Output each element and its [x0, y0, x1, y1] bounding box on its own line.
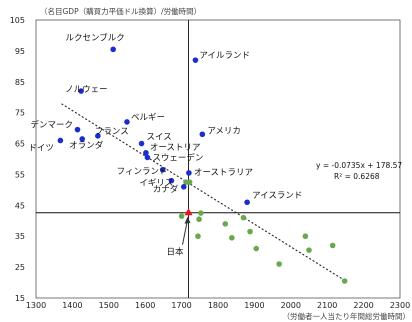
country-point: [186, 170, 192, 176]
other-country-point: [329, 242, 336, 249]
x-tick-label: 1600: [135, 301, 155, 310]
x-tick-label: 1800: [208, 301, 228, 310]
japan-marker: 日本: [167, 208, 193, 258]
country-label: カナダ: [153, 184, 179, 195]
country-point: [244, 199, 250, 206]
country-point: [95, 133, 101, 139]
other-country-point: [302, 233, 309, 240]
country-point: [192, 57, 199, 63]
country-label: アメリカ: [207, 126, 241, 136]
country-point: [168, 177, 175, 184]
country-label: ベルギー: [131, 113, 165, 123]
x-tick-label: 2100: [317, 301, 337, 310]
country-point: [57, 137, 64, 144]
japan-arrow-line: [182, 219, 189, 245]
country-label: スイス: [147, 133, 172, 143]
country-label: アイルランド: [199, 51, 250, 61]
y-tick-label: 25: [15, 263, 25, 272]
country-label: アイスランド: [252, 191, 302, 201]
country-point: [199, 131, 206, 138]
x-tick-label: 2300: [390, 301, 410, 310]
other-countries-series: [178, 179, 348, 284]
plot-frame: [35, 19, 401, 299]
country-point: [144, 154, 151, 161]
x-axis-label: （労働者一人当たり年間総労働時間）: [283, 311, 411, 321]
other-country-point: [247, 228, 253, 235]
other-country-point: [240, 214, 247, 221]
country-point: [124, 119, 130, 125]
r-squared: R² = 0.6268: [334, 172, 380, 181]
x-tick-label: 1900: [244, 301, 264, 310]
y-tick-label: 15: [15, 294, 25, 303]
x-tick-label: 2000: [281, 301, 301, 310]
y-tick-label: 75: [15, 109, 25, 118]
country-label: フィンランド: [117, 167, 168, 177]
country-point: [159, 167, 166, 173]
y-tick-label: 95: [15, 47, 25, 56]
country-point: [78, 88, 84, 94]
other-country-point: [229, 234, 235, 241]
y-tick-label: 105: [10, 16, 25, 25]
other-country-point: [198, 210, 204, 216]
x-tick-label: 1500: [99, 301, 119, 310]
highlighted-countries-series: [57, 46, 250, 206]
other-country-point: [178, 213, 185, 219]
x-tick-label: 1400: [62, 301, 82, 310]
country-label: スウェーデン: [152, 152, 203, 163]
country-label: オーストリア: [150, 143, 201, 153]
country-label: イギリス: [139, 179, 173, 189]
japan-label: 日本: [167, 247, 185, 258]
y-tick-label: 55: [15, 170, 25, 179]
x-tick-label: 1300: [26, 301, 46, 310]
country-point: [110, 46, 116, 53]
country-label: オランダ: [69, 140, 104, 151]
other-country-point: [276, 261, 282, 267]
country-label: フランス: [95, 127, 129, 137]
trend-equation: y = -0.0735x + 178.57: [316, 161, 402, 170]
other-country-point: [195, 233, 201, 240]
other-country-point: [306, 247, 312, 253]
y-tick-label: 35: [15, 232, 25, 241]
country-label: デンマーク: [30, 120, 73, 131]
reference-lines: [36, 20, 400, 298]
y-tick-label: 65: [15, 140, 25, 149]
country-label: ルクセンブルク: [66, 32, 125, 43]
other-country-point: [222, 221, 229, 227]
y-axis-label: （名目GDP（購買力平価ドル換算）/労働時間）: [40, 6, 201, 16]
country-point: [74, 126, 81, 133]
x-tick-label: 2200: [353, 301, 373, 310]
country-point: [180, 184, 187, 190]
country-label: ドイツ: [28, 143, 54, 153]
japan-point: [184, 208, 193, 216]
other-country-point: [341, 278, 348, 284]
other-country-point: [253, 245, 260, 252]
country-point: [79, 136, 86, 142]
other-country-point: [196, 216, 202, 223]
country-label: ノルウェー: [65, 85, 108, 95]
country-point: [138, 140, 145, 147]
other-country-point: [186, 179, 193, 185]
x-tick-label: 1700: [171, 301, 191, 310]
country-point: [143, 150, 149, 156]
japan-arrow-head: [184, 216, 191, 224]
axis-ticks: 1300 1400 1500 1600 1700 1800 1900 2000 2100 2200…: [10, 16, 410, 310]
y-tick-label: 85: [15, 78, 25, 87]
country-label: オーストラリア: [194, 168, 253, 178]
y-tick-label: 45: [15, 201, 25, 210]
